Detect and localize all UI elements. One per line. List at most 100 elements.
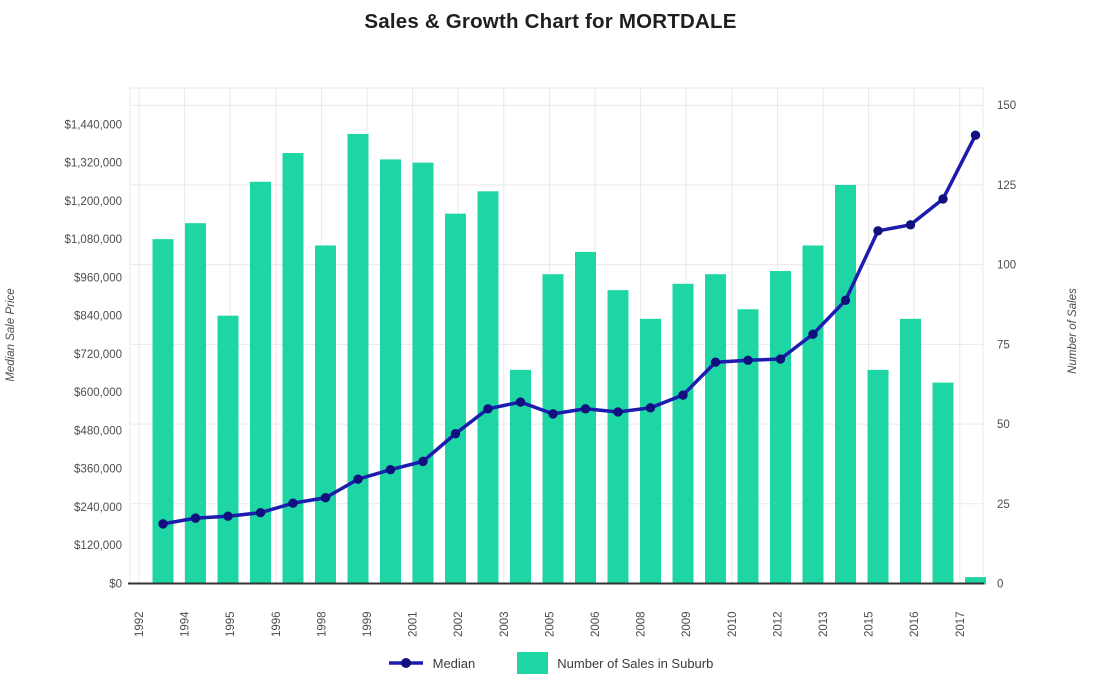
x-tick-label: 2015 [864, 611, 876, 637]
median-point-1994[interactable] [223, 511, 233, 521]
legend-item-number-of-sales[interactable]: Number of Sales in Suburb [517, 652, 713, 674]
median-point-1995[interactable] [255, 508, 266, 518]
left-tick-label: $1,320,000 [64, 158, 122, 170]
legend-label-median: Median [432, 655, 476, 671]
x-tick-label: 1996 [271, 611, 283, 637]
median-point-2015[interactable] [905, 220, 916, 230]
bar-2009[interactable] [705, 274, 726, 585]
bar-2012[interactable] [802, 245, 824, 585]
bar-2017[interactable] [965, 577, 986, 585]
legend-item-median[interactable]: Median [388, 655, 476, 671]
median-point-2002[interactable] [483, 404, 493, 414]
left-tick-label: $720,000 [74, 349, 122, 361]
right-tick-label: 50 [997, 419, 1010, 431]
left-tick-label: $600,000 [74, 387, 122, 399]
left-tick-label: $360,000 [74, 464, 122, 476]
right-tick-label: 125 [997, 180, 1016, 192]
bar-1996[interactable] [282, 153, 304, 585]
median-point-2009[interactable] [710, 357, 721, 367]
bar-2011[interactable] [770, 271, 791, 585]
left-tick-label: $960,000 [74, 272, 122, 284]
bar-1999[interactable] [380, 159, 401, 585]
left-tick-label: $120,000 [74, 540, 122, 552]
median-point-1998[interactable] [353, 474, 363, 484]
bar-2008[interactable] [672, 283, 694, 585]
left-tick-label: $480,000 [74, 425, 122, 437]
median-point-2005[interactable] [580, 404, 591, 414]
bar-2002[interactable] [477, 191, 499, 585]
median-point-2014[interactable] [873, 226, 883, 236]
right-tick-label: 150 [997, 100, 1016, 112]
legend: Median Number of Sales in Suburb [0, 648, 1101, 678]
x-tick-label: 1994 [180, 611, 192, 637]
median-point-2000[interactable] [418, 456, 428, 467]
bar-2001[interactable] [445, 213, 466, 585]
median-point-1996[interactable] [288, 498, 298, 508]
median-point-2006[interactable] [613, 407, 623, 417]
bar-2000[interactable] [412, 162, 434, 585]
median-point-2003[interactable] [515, 397, 526, 407]
x-tick-label: 2012 [772, 611, 784, 637]
x-tick-label: 1998 [316, 611, 328, 637]
left-tick-label: $1,200,000 [64, 196, 122, 208]
bar-2005[interactable] [575, 251, 596, 585]
median-point-1992[interactable] [158, 519, 168, 529]
median-point-1993[interactable] [190, 513, 201, 523]
right-tick-label: 75 [997, 339, 1010, 351]
median-line [161, 133, 978, 526]
median-point-2012[interactable] [808, 329, 818, 339]
bar-1993[interactable] [185, 223, 206, 585]
x-tick-label: 1995 [225, 611, 237, 637]
right-tick-label: 25 [997, 499, 1010, 511]
x-tick-label: 2017 [955, 611, 967, 637]
median-point-2016[interactable] [938, 194, 948, 204]
x-tick-label: 2001 [408, 611, 420, 637]
x-tick-label: 2008 [636, 611, 648, 637]
bar-1998[interactable] [347, 133, 369, 585]
x-tick-label: 2013 [818, 611, 830, 637]
x-tick-label: 1999 [362, 611, 374, 637]
median-point-2010[interactable] [743, 355, 753, 366]
sales-bar-swatch [517, 652, 549, 674]
bar-1997[interactable] [315, 245, 336, 585]
bar-2014[interactable] [867, 369, 889, 585]
bar-1992[interactable] [152, 239, 174, 585]
x-tick-label: 2002 [453, 611, 465, 637]
right-tick-label: 0 [997, 579, 1003, 591]
bar-1994[interactable] [217, 315, 239, 585]
x-tick-label: 2006 [590, 611, 602, 637]
bar-1995[interactable] [250, 181, 271, 585]
left-tick-label: $840,000 [74, 311, 122, 323]
left-tick-label: $1,440,000 [64, 119, 122, 131]
median-point-2017[interactable] [970, 130, 981, 140]
median-point-2013[interactable] [840, 295, 851, 306]
median-point-2008[interactable] [678, 390, 688, 400]
bar-2016[interactable] [932, 382, 954, 585]
legend-label-number-of-sales: Number of Sales in Suburb [557, 655, 714, 671]
chart-title: Sales & Growth Chart for MORTDALE [364, 10, 737, 33]
right-tick-label: 100 [997, 260, 1016, 272]
x-tick-label: 2010 [727, 611, 739, 637]
bar-2003[interactable] [510, 369, 531, 585]
x-tick-label: 2003 [499, 611, 511, 637]
bar-2006[interactable] [607, 290, 629, 585]
bar-2015[interactable] [900, 318, 921, 585]
bar-2007[interactable] [640, 318, 661, 585]
median-point-1997[interactable] [320, 493, 331, 503]
x-tick-label: 1992 [134, 611, 146, 637]
x-tick-label: 2016 [909, 611, 921, 637]
median-point-2011[interactable] [775, 354, 786, 364]
median-point-2001[interactable] [450, 428, 461, 439]
bar-2010[interactable] [737, 309, 759, 585]
left-tick-label: $0 [109, 579, 122, 591]
x-tick-label: 2005 [544, 611, 556, 637]
bar-2013[interactable] [835, 184, 856, 585]
median-point-2004[interactable] [548, 409, 558, 419]
median-point-1999[interactable] [385, 464, 396, 475]
median-point-2007[interactable] [645, 403, 656, 413]
left-tick-label: $240,000 [74, 502, 122, 514]
x-tick-label: 2009 [681, 611, 693, 637]
bar-2004[interactable] [542, 274, 564, 585]
